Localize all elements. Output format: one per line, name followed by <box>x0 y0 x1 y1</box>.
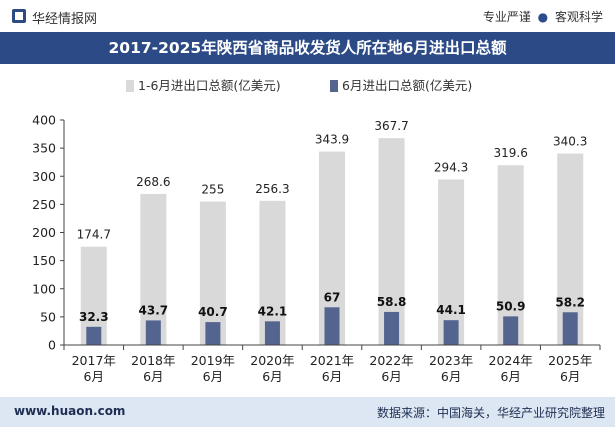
x-tick-label: 2020年 6月 <box>250 353 294 384</box>
x-tick-label: 2024年 6月 <box>489 353 533 384</box>
data-label-total-3: 255 <box>201 183 224 197</box>
x-tick-label: 2019年 6月 <box>191 353 235 384</box>
bar-total-4 <box>259 200 286 345</box>
data-label-june-9: 58.2 <box>555 295 585 309</box>
brand-name: 华经情报网 <box>32 12 98 27</box>
legend-swatch-1 <box>126 80 134 92</box>
data-label-total-2: 268.6 <box>136 175 170 189</box>
y-tick-label: 100 <box>32 281 56 296</box>
top-bar: 华经情报网 专业严谨 ● 客观科学 <box>0 0 615 32</box>
y-tick-label: 300 <box>32 169 56 184</box>
bars: 174.7 32.3 268.6 43.7 255 40.7 256.3 42.1 343.9 6… <box>77 119 587 345</box>
data-label-june-7: 44.1 <box>436 303 466 317</box>
footer-source: 数据来源：中国海关，华经产业研究院整理 <box>376 406 605 420</box>
data-label-total-8: 319.6 <box>493 146 527 160</box>
y-tick-label: 200 <box>32 225 56 240</box>
x-tick-label: 2017年 6月 <box>72 353 116 384</box>
bar-total-2 <box>140 193 167 345</box>
data-label-total-9: 340.3 <box>553 135 587 149</box>
data-label-june-4: 42.1 <box>258 304 288 318</box>
x-tick-label: 2018年 6月 <box>131 353 175 384</box>
footer: www.huaon.com 数据来源：中国海关，华经产业研究院整理 <box>0 397 615 427</box>
bar-june-6 <box>384 311 400 345</box>
chart: 1-6月进出口总额(亿美元) 6月进出口总额(亿美元) 0 50 100 150 200 2… <box>32 78 601 384</box>
y-tick-label: 150 <box>32 253 56 268</box>
x-tick-label: 2023年 6月 <box>429 353 473 384</box>
data-label-total-5: 343.9 <box>315 133 349 147</box>
tagline-objective: 客观科学 <box>554 10 603 24</box>
data-label-june-6: 58.8 <box>377 295 407 309</box>
data-label-total-7: 294.3 <box>434 160 468 174</box>
chart-title: 2017-2025年陕西省商品收发货人所在地6月进出口总额 <box>0 32 615 64</box>
legend-swatch-2 <box>330 80 338 92</box>
data-label-june-3: 40.7 <box>198 305 228 319</box>
x-axis: 2017年 6月 2018年 6月 2019年 6月 2020年 6月 2021年 6月 2022年… <box>63 344 601 384</box>
tagline-professional: 专业严谨 <box>482 10 531 24</box>
tagline-separator: ● <box>537 10 549 24</box>
y-tick-label: 400 <box>32 113 56 128</box>
bar-june-1 <box>86 326 102 345</box>
bar-june-7 <box>443 320 459 345</box>
bar-total-7 <box>438 179 465 345</box>
y-tick-label: 350 <box>32 141 56 156</box>
bar-total-6 <box>378 138 405 345</box>
data-label-total-1: 174.7 <box>77 228 111 242</box>
data-label-june-1: 32.3 <box>79 310 109 324</box>
bar-june-9 <box>562 312 578 345</box>
bar-june-5 <box>324 307 340 345</box>
y-tick-label: 50 <box>40 309 56 324</box>
data-label-june-8: 50.9 <box>496 299 526 313</box>
legend-label-1: 1-6月进出口总额(亿美元) <box>138 78 281 93</box>
legend-label-2: 6月进出口总额(亿美元) <box>342 78 472 93</box>
bar-total-3 <box>199 201 226 345</box>
x-tick-label: 2022年 6月 <box>369 353 413 384</box>
data-label-total-6: 367.7 <box>374 119 408 133</box>
tagline: 专业严谨 ● 客观科学 <box>483 8 603 25</box>
logo-icon <box>12 9 26 23</box>
data-label-june-5: 67 <box>324 290 341 304</box>
data-label-june-2: 43.7 <box>139 303 169 317</box>
y-axis: 0 50 100 150 200 250 300 350 400 <box>32 113 65 353</box>
x-tick-label: 2025年 6月 <box>548 353 592 384</box>
x-tick-label: 2021年 6月 <box>310 353 354 384</box>
footer-site: www.huaon.com <box>14 404 126 418</box>
y-tick-label: 250 <box>32 197 56 212</box>
bar-june-3 <box>205 322 221 345</box>
bar-june-4 <box>264 321 280 345</box>
data-label-total-4: 256.3 <box>255 182 289 196</box>
bar-total-8 <box>497 165 524 345</box>
bar-june-2 <box>145 320 161 345</box>
bar-june-8 <box>503 316 519 345</box>
y-tick-label: 0 <box>48 338 56 353</box>
legend: 1-6月进出口总额(亿美元) 6月进出口总额(亿美元) <box>126 78 472 93</box>
